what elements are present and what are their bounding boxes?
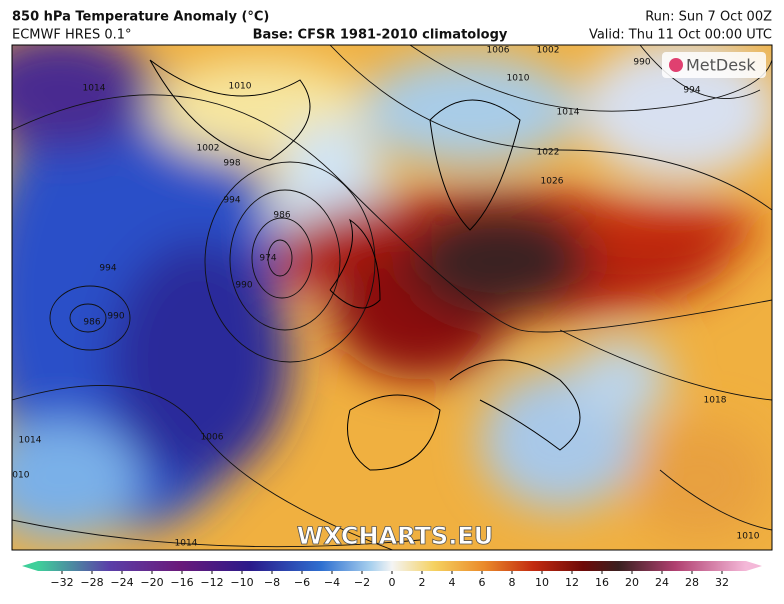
isobar-label: 990: [107, 312, 124, 322]
colorbar-tick-label: −16: [170, 576, 193, 589]
isobar-label: 994: [99, 264, 116, 274]
valid-time: Valid: Thu 11 Oct 00:00 UTC: [589, 28, 772, 43]
isobar-label: 998: [223, 159, 240, 169]
colorbar-tick-label: 32: [715, 576, 729, 589]
climatology-base: Base: CFSR 1981-2010 climatology: [253, 28, 508, 43]
isobar-label: 990: [235, 281, 252, 291]
colorbar-tick-label: 8: [509, 576, 516, 589]
isobar-label: 1010: [737, 532, 760, 542]
colorbar-tick-label: 16: [595, 576, 609, 589]
colorbar-max-arrow: [746, 561, 762, 571]
watermark: WXCHARTS.EU: [297, 522, 493, 550]
isobar-label: 1010: [7, 471, 30, 481]
colorbar-tick-label: 24: [655, 576, 669, 589]
isobar-label: 1002: [537, 46, 560, 56]
logo-box: [662, 52, 766, 78]
isobar-label: 1010: [229, 82, 252, 92]
isobar-label: 986: [83, 318, 100, 328]
isobar-label: 1002: [197, 144, 220, 154]
isobar-label: 1014: [557, 108, 580, 118]
run-time: Run: Sun 7 Oct 00Z: [645, 10, 772, 25]
map-title: 850 hPa Temperature Anomaly (°C): [12, 10, 269, 25]
isobar-label: 986: [273, 211, 290, 221]
colorbar-tick-label: −28: [80, 576, 103, 589]
colorbar-tick-label: 2: [419, 576, 426, 589]
isobar-label: 1006: [201, 433, 224, 443]
isobar-label: 1018: [704, 396, 727, 406]
coastlines: [149, 59, 581, 471]
colorbar-tick-label: −10: [230, 576, 253, 589]
colorbar: [38, 561, 746, 571]
colorbar-tick-label: −20: [140, 576, 163, 589]
isobar-label: 1026: [541, 177, 564, 187]
colorbar-min-arrow: [22, 561, 38, 571]
isobar-label: 1010: [507, 74, 530, 84]
isobar-label: 990: [633, 58, 650, 68]
map-frame: [11, 44, 773, 551]
colorbar-tick-label: 0: [389, 576, 396, 589]
isobar-label: 994: [683, 86, 700, 96]
colorbar-tick-label: 28: [685, 576, 699, 589]
isobar-label: 1022: [537, 148, 560, 158]
isobar-label: 1014: [175, 539, 198, 549]
logo-icon: [669, 58, 683, 72]
isobar-label: 994: [223, 196, 240, 206]
colorbar-tick-label: −8: [264, 576, 280, 589]
logo: MetDesk: [686, 56, 756, 75]
isobars: [12, 45, 772, 550]
isobar-label: 1014: [19, 436, 42, 446]
colorbar-tick-label: −12: [200, 576, 223, 589]
colorbar-tick-label: 10: [535, 576, 549, 589]
isobar-label: 974: [259, 254, 276, 264]
isobar-label: 1006: [487, 46, 510, 56]
model-name: ECMWF HRES 0.1°: [12, 28, 132, 43]
colorbar-tick-label: −32: [50, 576, 73, 589]
colorbar-tick-label: 6: [479, 576, 486, 589]
colorbar-tick-label: −6: [294, 576, 310, 589]
colorbar-tick-label: −2: [354, 576, 370, 589]
colorbar-tick-label: 12: [565, 576, 579, 589]
colorbar-tick-label: 20: [625, 576, 639, 589]
colorbar-tick-label: −4: [324, 576, 340, 589]
colorbar-tick-label: 4: [449, 576, 456, 589]
isobar-label: 1014: [83, 84, 106, 94]
colorbar-tick-label: −24: [110, 576, 133, 589]
